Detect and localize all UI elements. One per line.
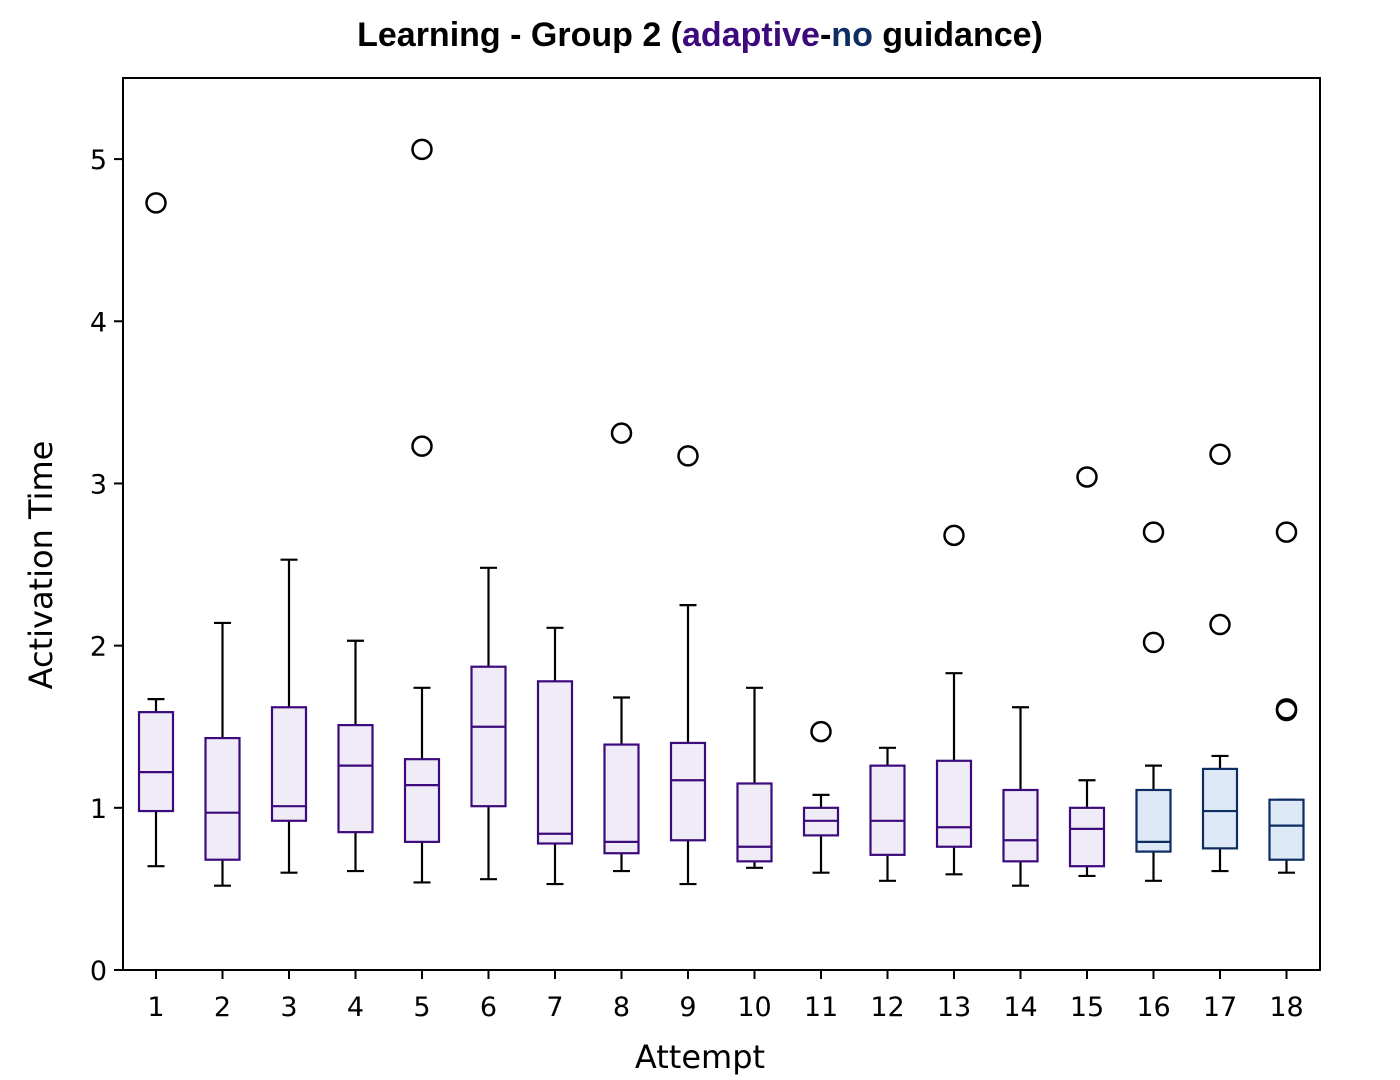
iqr-box xyxy=(270,706,308,822)
iqr-box xyxy=(736,782,773,863)
x-tick-label: 10 xyxy=(737,992,771,1023)
title-separator: - xyxy=(820,16,831,54)
box-attempt-10 xyxy=(736,686,773,869)
x-tick-label: 17 xyxy=(1203,992,1237,1023)
y-axis: 0 1 2 3 4 5 xyxy=(90,145,123,987)
outlier-point xyxy=(677,445,699,467)
iqr-box xyxy=(403,758,441,843)
box-attempt-2 xyxy=(204,621,241,887)
box-attempt-17 xyxy=(1201,443,1239,873)
x-axis-label: Attempt xyxy=(635,1038,765,1076)
y-tick-label: 2 xyxy=(90,632,107,663)
iqr-box xyxy=(204,736,241,861)
iqr-box xyxy=(1201,767,1239,850)
iqr-box xyxy=(1068,806,1106,868)
x-tick-label: 14 xyxy=(1003,992,1037,1023)
y-tick-label: 4 xyxy=(90,307,107,338)
outlier-point xyxy=(610,422,633,444)
box-attempt-11 xyxy=(802,720,840,874)
x-tick-label: 2 xyxy=(214,992,231,1023)
title-suffix: guidance) xyxy=(873,16,1043,54)
box-attempt-4 xyxy=(337,639,374,873)
box-attempt-12 xyxy=(869,746,906,882)
title-adaptive: adaptive xyxy=(682,16,820,54)
x-tick-label: 13 xyxy=(937,992,971,1023)
x-tick-label: 18 xyxy=(1269,992,1303,1023)
x-tick-label: 16 xyxy=(1136,992,1170,1023)
iqr-box xyxy=(869,764,906,856)
iqr-box xyxy=(669,741,707,842)
box-attempt-7 xyxy=(536,626,574,886)
chart-title: Learning - Group 2 (adaptive-no guidance… xyxy=(357,16,1043,54)
outlier-point xyxy=(1275,521,1298,543)
y-tick-label: 5 xyxy=(90,145,107,176)
box-attempt-5 xyxy=(403,138,441,884)
box-attempt-6 xyxy=(470,566,507,881)
x-tick-label: 15 xyxy=(1070,992,1104,1023)
x-tick-label: 3 xyxy=(280,992,297,1023)
box-attempt-16 xyxy=(1135,521,1172,882)
iqr-box xyxy=(1268,798,1305,861)
x-tick-label: 5 xyxy=(413,992,430,1023)
iqr-box xyxy=(536,680,574,845)
outlier-point xyxy=(1209,443,1231,466)
outlier-point xyxy=(1142,521,1165,543)
box-series xyxy=(137,138,1305,887)
x-tick-label: 6 xyxy=(480,992,497,1023)
outlier-point xyxy=(411,138,433,161)
box-attempt-3 xyxy=(270,558,308,874)
box-attempt-15 xyxy=(1068,466,1106,878)
outlier-point xyxy=(1275,698,1298,720)
y-tick-label: 3 xyxy=(90,469,107,500)
box-attempt-18 xyxy=(1268,521,1305,874)
x-tick-label: 8 xyxy=(613,992,630,1023)
box-attempt-8 xyxy=(603,422,640,873)
y-axis-label: Activation Time xyxy=(22,441,60,690)
outlier-point xyxy=(1209,613,1231,636)
outlier-point xyxy=(1076,466,1098,488)
box-attempt-9 xyxy=(669,445,707,886)
iqr-box xyxy=(1002,788,1039,863)
box-attempt-13 xyxy=(935,524,973,876)
iqr-box xyxy=(603,743,640,855)
outlier-point xyxy=(810,720,832,743)
iqr-box xyxy=(470,665,507,808)
box-attempt-14 xyxy=(1002,706,1039,887)
title-no: no xyxy=(831,16,873,54)
plot-frame xyxy=(122,77,1321,971)
x-tick-label: 4 xyxy=(347,992,364,1023)
iqr-box xyxy=(337,724,374,834)
outlier-point xyxy=(411,435,433,457)
title-prefix: Learning - Group 2 ( xyxy=(357,16,683,54)
iqr-box xyxy=(935,759,973,848)
x-tick-label: 1 xyxy=(147,992,164,1023)
x-tick-label: 9 xyxy=(679,992,696,1023)
y-tick-label: 1 xyxy=(90,794,107,825)
box-attempt-1 xyxy=(137,192,175,868)
x-tick-label: 7 xyxy=(546,992,563,1023)
outlier-point xyxy=(943,524,965,547)
x-tick-label: 11 xyxy=(804,992,838,1023)
iqr-box xyxy=(137,711,175,813)
outlier-point xyxy=(145,192,167,214)
y-tick-label: 0 xyxy=(90,956,107,987)
outlier-point xyxy=(1142,631,1165,654)
x-tick-label: 12 xyxy=(870,992,904,1023)
x-axis: 1 2 3 4 5 6 7 8 9 10 11 12 13 14 15 16 17 18 xyxy=(147,970,1304,1023)
